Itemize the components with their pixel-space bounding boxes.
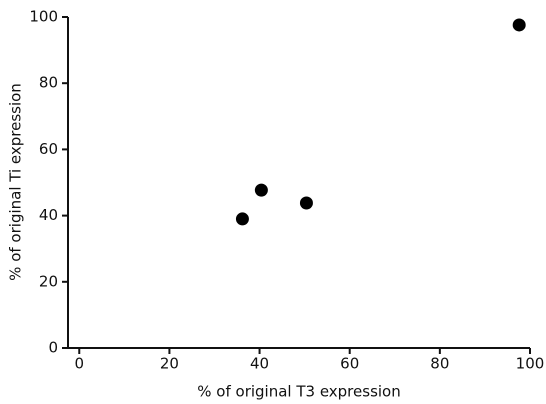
x-axis-label: % of original T3 expression bbox=[197, 383, 400, 401]
x-tick-label: 60 bbox=[340, 355, 359, 373]
y-tick-label: 80 bbox=[39, 74, 58, 92]
x-tick-label: 80 bbox=[430, 355, 449, 373]
x-tick-label: 100 bbox=[516, 355, 545, 373]
y-tick-label: 100 bbox=[29, 8, 58, 26]
x-tick-label: 20 bbox=[160, 355, 179, 373]
point bbox=[235, 212, 249, 226]
y-tick-label: 60 bbox=[39, 140, 58, 158]
point bbox=[299, 196, 313, 210]
y-tick-label: 40 bbox=[39, 206, 58, 224]
y-axis-label: % of original Ti expression bbox=[7, 83, 25, 281]
y-tick-label: 20 bbox=[39, 272, 58, 290]
y-tick-label: 0 bbox=[48, 339, 58, 357]
point bbox=[512, 18, 526, 32]
x-tick-label: 40 bbox=[250, 355, 269, 373]
point bbox=[254, 183, 268, 197]
x-tick-label: 0 bbox=[74, 355, 84, 373]
